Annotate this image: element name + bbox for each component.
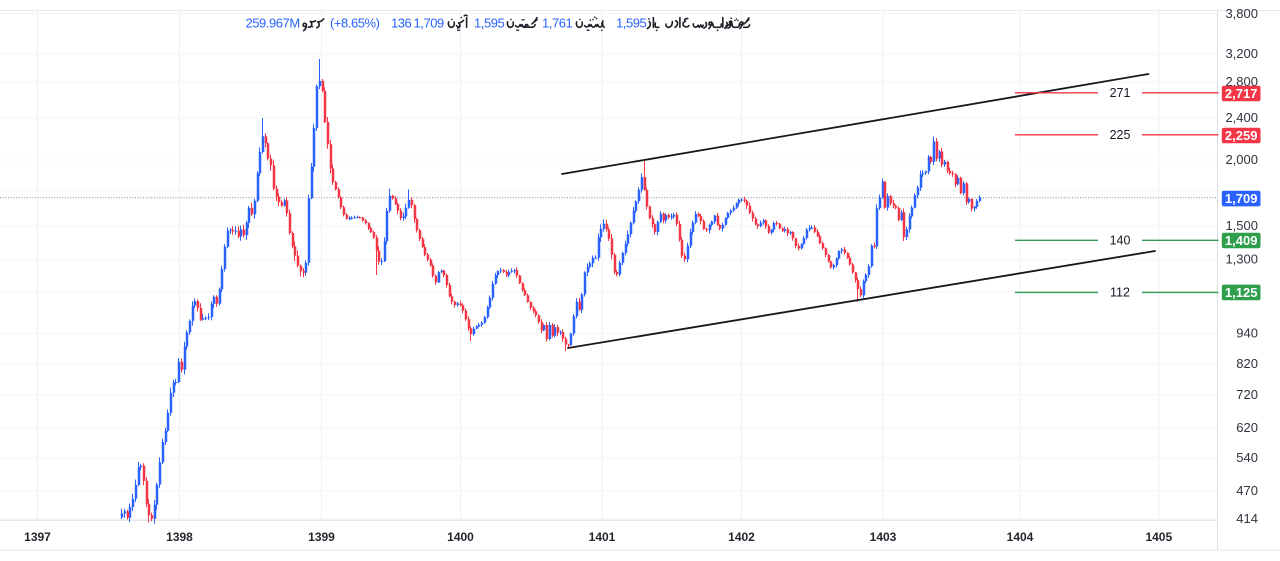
svg-text:1,761: 1,761 [542,15,573,30]
svg-text:3,800: 3,800 [1225,6,1258,21]
svg-text:1397: 1397 [24,530,51,544]
svg-text:1405: 1405 [1145,530,1172,544]
svg-text:3,200: 3,200 [1225,46,1258,61]
svg-text:1,409: 1,409 [1225,233,1258,248]
svg-text:(+8.65%): (+8.65%) [330,15,380,30]
svg-text:2,259: 2,259 [1225,128,1258,143]
svg-text:1400: 1400 [447,530,474,544]
svg-text:620: 620 [1236,420,1258,435]
svg-text:1,125: 1,125 [1225,285,1258,300]
svg-text:1,300: 1,300 [1225,252,1258,267]
svg-text:2,000: 2,000 [1225,152,1258,167]
svg-text:2,800: 2,800 [1225,74,1258,89]
svg-text:1398: 1398 [166,530,193,544]
svg-text:140: 140 [1110,233,1131,247]
svg-text:1404: 1404 [1007,530,1034,544]
svg-text:720: 720 [1236,387,1258,402]
svg-text:1,709: 1,709 [414,15,445,30]
svg-text:1399: 1399 [308,530,335,544]
svg-text:136: 136 [391,15,412,30]
svg-text:225: 225 [1110,128,1131,142]
svg-text:1,709: 1,709 [1225,191,1258,206]
svg-text:820: 820 [1236,356,1258,371]
svg-text:414: 414 [1236,511,1258,526]
svg-text:470: 470 [1236,483,1258,498]
svg-text:1401: 1401 [589,530,616,544]
svg-text:1402: 1402 [728,530,755,544]
svg-text:1,595: 1,595 [474,15,505,30]
svg-text:940: 940 [1236,326,1258,341]
svg-text:540: 540 [1236,450,1258,465]
svg-text:271: 271 [1110,86,1131,100]
svg-text:1,500: 1,500 [1225,218,1258,233]
svg-text:112: 112 [1110,285,1130,299]
svg-text:2,400: 2,400 [1225,110,1258,125]
svg-text:1403: 1403 [870,530,897,544]
svg-text:259.967M: 259.967M [246,15,300,30]
svg-text:1,595: 1,595 [616,15,647,30]
svg-text:2,717: 2,717 [1225,86,1258,101]
